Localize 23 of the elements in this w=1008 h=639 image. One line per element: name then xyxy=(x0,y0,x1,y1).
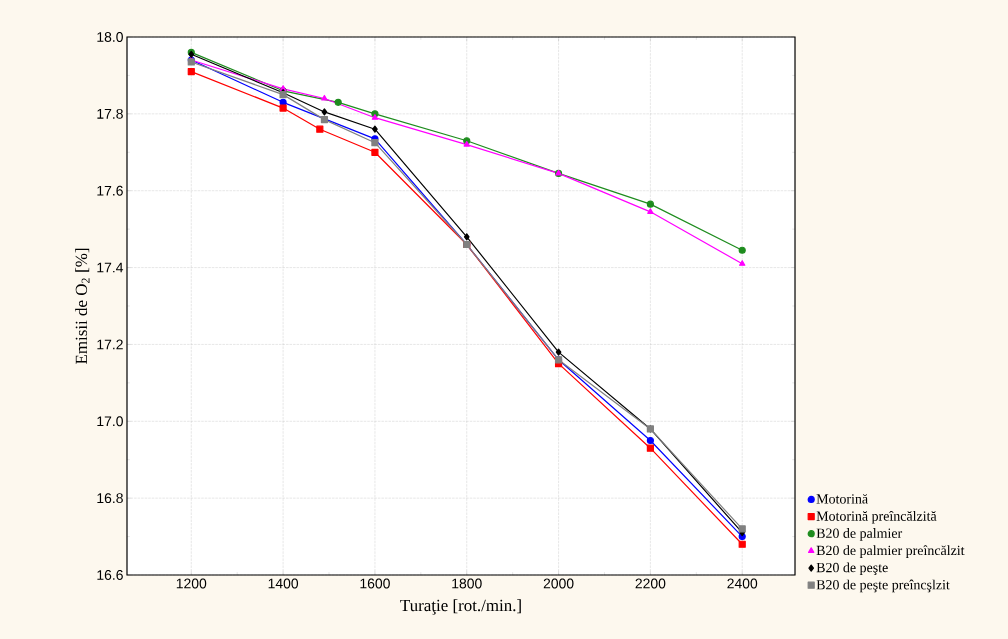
legend-label: B20 de peşte xyxy=(816,562,888,576)
y-tick-label: 17.2 xyxy=(97,339,123,350)
legend-label: B20 de palmier preîncălzit xyxy=(816,545,965,558)
y-tick-label: 18.0 xyxy=(97,32,123,42)
legend-label: B20 de palmier xyxy=(816,528,903,541)
x-tick-label: 1400 xyxy=(268,578,299,589)
x-tick-label: 2000 xyxy=(543,578,574,589)
x-tick-label: 2200 xyxy=(635,578,666,589)
x-tick-label: 2400 xyxy=(727,578,758,589)
y-tick-label: 16.8 xyxy=(97,493,123,504)
y-tick-label: 16.6 xyxy=(97,570,123,580)
y-tick-label: 17.8 xyxy=(97,108,123,119)
x-tick-label: 1600 xyxy=(360,578,390,589)
legend-label: Motorină preîncălzită xyxy=(816,510,937,524)
legend-label: Motorină xyxy=(816,493,868,504)
x-axis-title: Turaţie [rot./min.] xyxy=(400,599,521,615)
y-tick-label: 17.0 xyxy=(97,416,123,427)
y-axis-title: Emisii de O$_{2}$ [%] xyxy=(75,248,90,364)
y-tick-label: 17.4 xyxy=(97,262,124,273)
x-tick-label: 1800 xyxy=(452,578,482,589)
y-tick-label: 17.6 xyxy=(97,185,123,196)
legend-label: B20 de peşte preîncşlzit xyxy=(816,579,950,593)
x-tick-label: 1200 xyxy=(176,578,207,589)
